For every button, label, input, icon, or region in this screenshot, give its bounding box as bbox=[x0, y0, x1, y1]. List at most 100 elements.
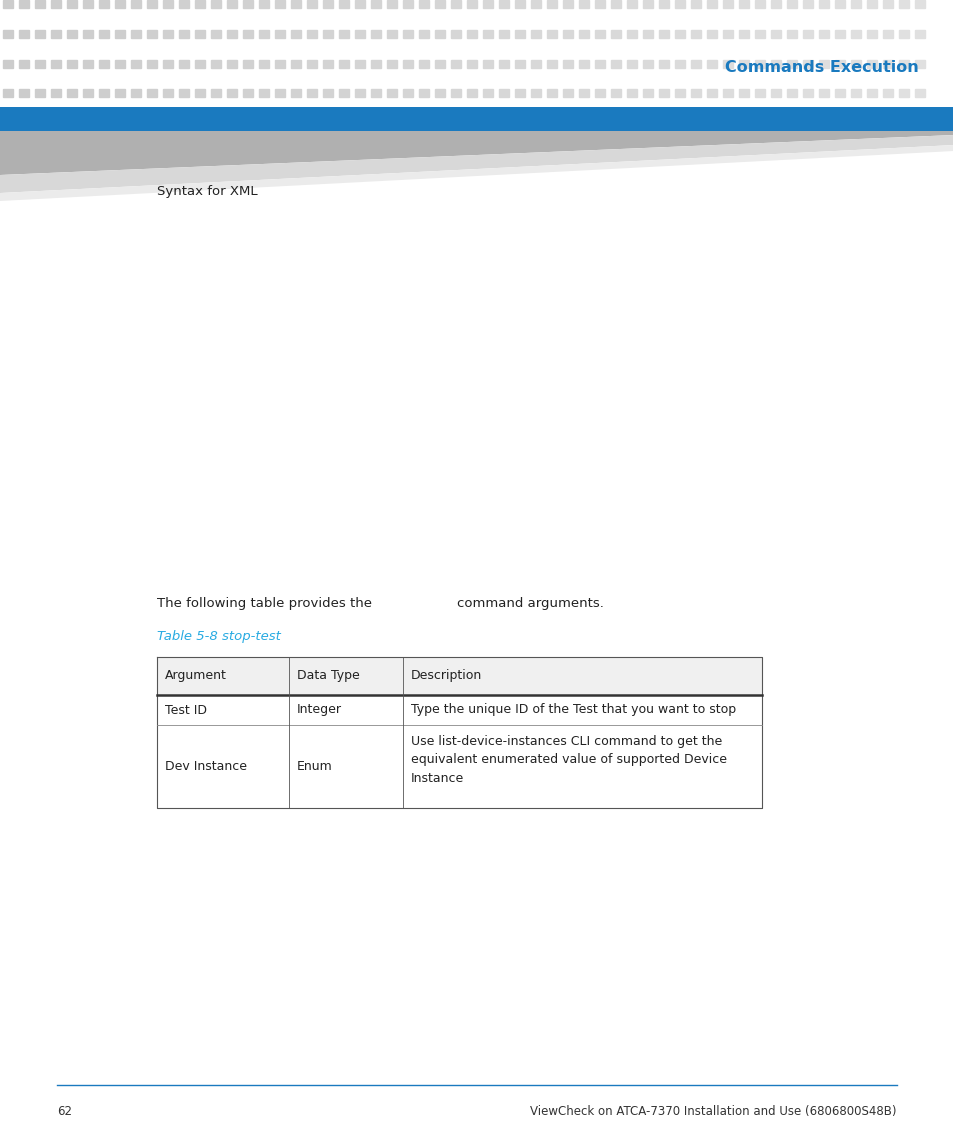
Bar bbox=[722, 119, 732, 127]
Bar bbox=[418, 0, 429, 8]
Bar bbox=[157, 657, 761, 695]
Bar bbox=[131, 60, 141, 68]
Bar bbox=[323, 119, 333, 127]
Bar bbox=[307, 60, 316, 68]
Bar bbox=[914, 60, 924, 68]
Bar bbox=[19, 60, 29, 68]
Bar bbox=[338, 30, 349, 38]
Bar bbox=[706, 60, 717, 68]
Bar bbox=[435, 60, 444, 68]
Bar bbox=[834, 60, 844, 68]
Bar bbox=[675, 89, 684, 97]
Bar bbox=[258, 30, 269, 38]
Bar bbox=[355, 89, 365, 97]
Bar bbox=[482, 89, 493, 97]
Bar bbox=[307, 89, 316, 97]
Bar bbox=[115, 30, 125, 38]
Bar bbox=[291, 119, 301, 127]
Bar bbox=[706, 119, 717, 127]
Bar bbox=[99, 0, 109, 8]
Bar bbox=[882, 119, 892, 127]
Bar bbox=[194, 89, 205, 97]
Bar bbox=[515, 89, 524, 97]
Bar bbox=[610, 119, 620, 127]
Bar bbox=[850, 89, 861, 97]
Bar bbox=[675, 0, 684, 8]
Bar bbox=[882, 30, 892, 38]
Bar bbox=[866, 119, 876, 127]
Bar bbox=[642, 60, 652, 68]
Bar bbox=[482, 30, 493, 38]
Bar bbox=[227, 60, 236, 68]
Bar bbox=[355, 60, 365, 68]
Bar bbox=[515, 60, 524, 68]
Bar bbox=[578, 89, 588, 97]
Bar bbox=[531, 30, 540, 38]
Bar bbox=[531, 119, 540, 127]
Bar bbox=[418, 30, 429, 38]
Bar bbox=[818, 60, 828, 68]
Bar bbox=[194, 60, 205, 68]
Bar bbox=[818, 30, 828, 38]
Bar bbox=[482, 60, 493, 68]
Bar bbox=[115, 119, 125, 127]
Bar bbox=[467, 89, 476, 97]
Bar bbox=[866, 0, 876, 8]
Bar bbox=[754, 89, 764, 97]
Bar bbox=[786, 30, 796, 38]
Bar bbox=[387, 0, 396, 8]
Bar bbox=[706, 0, 717, 8]
Bar bbox=[626, 119, 637, 127]
Bar bbox=[243, 89, 253, 97]
Bar bbox=[595, 30, 604, 38]
Bar bbox=[659, 89, 668, 97]
Bar bbox=[850, 119, 861, 127]
Bar bbox=[850, 30, 861, 38]
Bar bbox=[834, 30, 844, 38]
Bar bbox=[387, 89, 396, 97]
Bar bbox=[147, 60, 157, 68]
Bar bbox=[898, 119, 908, 127]
Text: Integer: Integer bbox=[296, 703, 341, 717]
Bar bbox=[531, 0, 540, 8]
Text: Table 5-8 stop-test: Table 5-8 stop-test bbox=[157, 630, 280, 643]
Bar bbox=[770, 89, 781, 97]
Bar bbox=[147, 0, 157, 8]
Bar bbox=[227, 0, 236, 8]
Bar bbox=[498, 60, 509, 68]
Bar bbox=[211, 89, 221, 97]
Bar bbox=[83, 119, 92, 127]
Bar bbox=[157, 695, 761, 725]
Bar bbox=[51, 60, 61, 68]
Bar bbox=[802, 119, 812, 127]
Bar bbox=[562, 89, 573, 97]
Bar bbox=[562, 119, 573, 127]
Bar bbox=[914, 89, 924, 97]
Bar bbox=[562, 0, 573, 8]
Bar bbox=[626, 89, 637, 97]
Bar bbox=[610, 30, 620, 38]
Bar bbox=[163, 0, 172, 8]
Bar bbox=[467, 0, 476, 8]
Bar bbox=[258, 60, 269, 68]
Bar bbox=[562, 30, 573, 38]
Bar bbox=[338, 119, 349, 127]
Bar bbox=[435, 119, 444, 127]
Bar bbox=[739, 30, 748, 38]
Bar bbox=[706, 89, 717, 97]
Bar bbox=[786, 89, 796, 97]
Bar bbox=[227, 30, 236, 38]
Bar bbox=[626, 60, 637, 68]
Bar bbox=[531, 60, 540, 68]
Bar bbox=[834, 0, 844, 8]
Text: Test ID: Test ID bbox=[165, 703, 207, 717]
Bar bbox=[163, 119, 172, 127]
Bar bbox=[754, 0, 764, 8]
Bar bbox=[99, 60, 109, 68]
Bar bbox=[498, 89, 509, 97]
Polygon shape bbox=[0, 135, 953, 194]
Bar bbox=[67, 89, 77, 97]
Bar bbox=[338, 60, 349, 68]
Bar bbox=[818, 89, 828, 97]
Bar bbox=[51, 89, 61, 97]
